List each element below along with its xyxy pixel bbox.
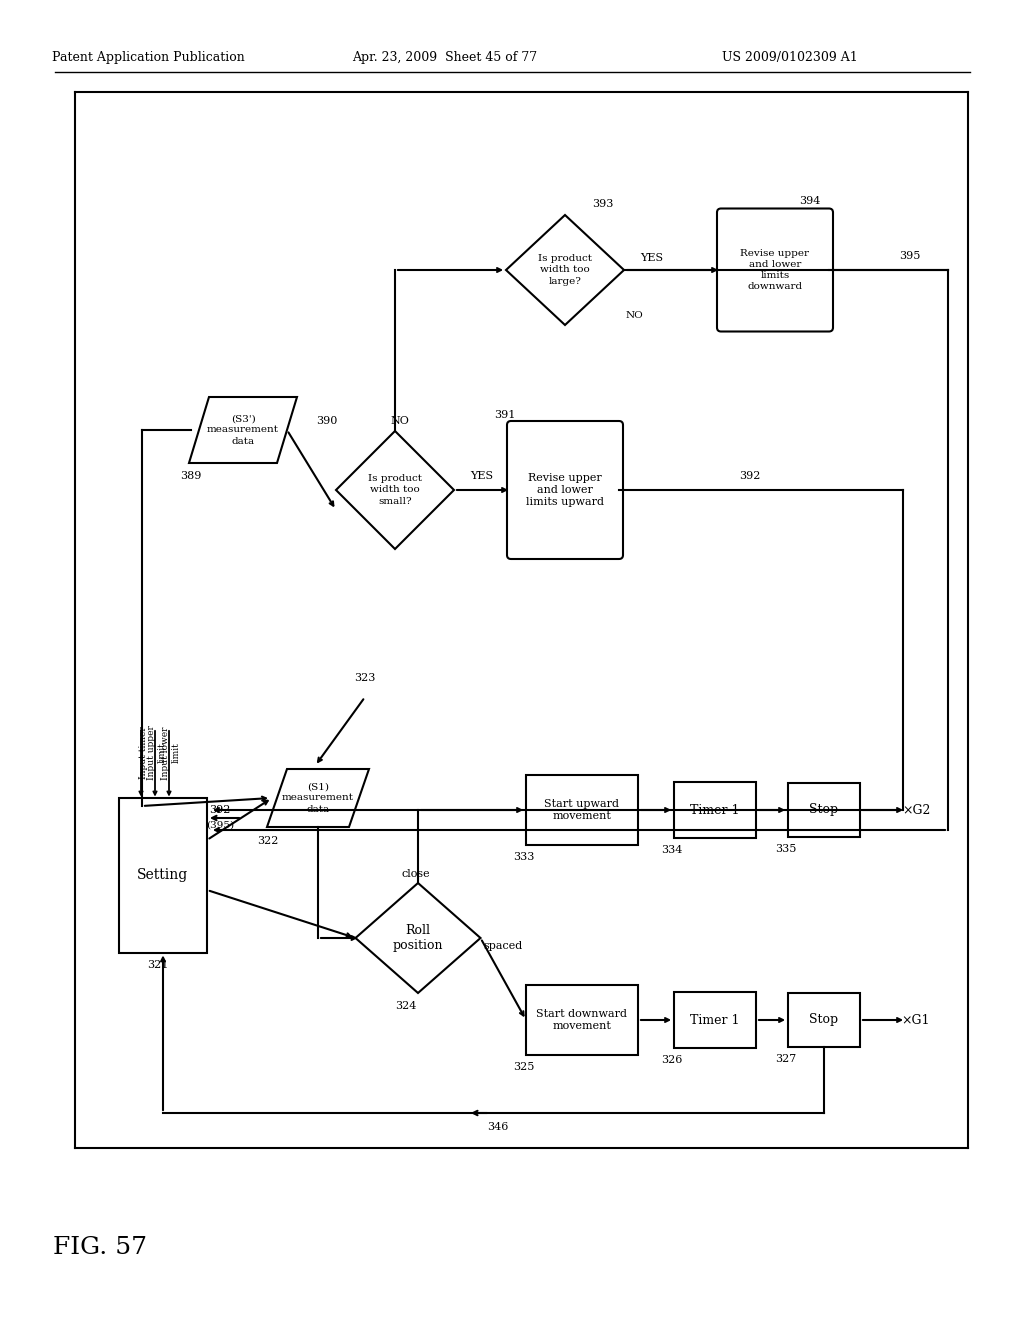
Text: NO: NO (625, 312, 643, 319)
Text: spaced: spaced (483, 941, 522, 950)
Bar (788, 783, 860, 837)
FancyBboxPatch shape (717, 209, 833, 331)
Text: 395: 395 (899, 251, 921, 261)
Polygon shape (506, 215, 624, 325)
Text: YES: YES (640, 253, 664, 263)
Bar (788, 993, 860, 1047)
Text: Input timer: Input timer (138, 726, 147, 779)
Text: 335: 335 (775, 843, 797, 854)
Text: Is product
width too
large?: Is product width too large? (538, 255, 592, 285)
Text: FIG. 57: FIG. 57 (53, 1237, 147, 1259)
Text: Start downward
movement: Start downward movement (537, 1008, 628, 1031)
Text: 325: 325 (513, 1063, 535, 1072)
Text: Apr. 23, 2009  Sheet 45 of 77: Apr. 23, 2009 Sheet 45 of 77 (352, 50, 538, 63)
Text: 322: 322 (257, 836, 279, 846)
Text: 321: 321 (147, 961, 169, 970)
Text: 391: 391 (495, 411, 516, 420)
Text: 334: 334 (662, 845, 683, 855)
Text: (S3')
measurement
data: (S3') measurement data (207, 414, 279, 446)
Text: Is product
width too
small?: Is product width too small? (368, 474, 422, 506)
Text: 394: 394 (800, 197, 820, 206)
Text: 389: 389 (180, 471, 202, 480)
Text: YES: YES (470, 471, 494, 480)
Text: 326: 326 (662, 1055, 683, 1065)
Polygon shape (336, 432, 454, 549)
Text: Input lower
limit: Input lower limit (162, 726, 180, 780)
Text: Roll
position: Roll position (393, 924, 443, 953)
Text: Setting: Setting (137, 869, 188, 882)
Text: 324: 324 (395, 1001, 417, 1011)
Text: Revise upper
and lower
limits
downward: Revise upper and lower limits downward (740, 249, 810, 292)
Text: Timer 1: Timer 1 (690, 804, 739, 817)
Text: ×G1: ×G1 (902, 1014, 930, 1027)
Text: ×G2: ×G2 (902, 804, 930, 817)
Text: 392: 392 (739, 471, 761, 480)
Bar (674, 781, 756, 838)
Polygon shape (355, 883, 480, 993)
Text: Input upper
limit: Input upper limit (147, 726, 167, 780)
Text: Stop: Stop (809, 1014, 839, 1027)
Text: close: close (401, 869, 430, 879)
Text: Timer 1: Timer 1 (690, 1014, 739, 1027)
Text: 392: 392 (209, 805, 230, 814)
Text: 333: 333 (513, 851, 535, 862)
Text: Start upward
movement: Start upward movement (545, 799, 620, 821)
Text: Stop: Stop (809, 804, 839, 817)
Text: 390: 390 (316, 416, 338, 426)
Text: 393: 393 (592, 199, 613, 209)
Text: 346: 346 (487, 1122, 509, 1133)
Polygon shape (267, 770, 369, 828)
Bar (526, 985, 638, 1055)
Text: (S1)
measurement
data: (S1) measurement data (282, 783, 354, 813)
Text: 327: 327 (775, 1053, 797, 1064)
Text: US 2009/0102309 A1: US 2009/0102309 A1 (722, 50, 858, 63)
Polygon shape (189, 397, 297, 463)
Text: Patent Application Publication: Patent Application Publication (51, 50, 245, 63)
Bar (526, 775, 638, 845)
Text: (395): (395) (206, 821, 234, 829)
Bar (674, 993, 756, 1048)
FancyBboxPatch shape (507, 421, 623, 558)
Text: NO: NO (390, 416, 410, 426)
Text: 323: 323 (354, 673, 376, 682)
Bar (119, 797, 207, 953)
Text: Revise upper
and lower
limits upward: Revise upper and lower limits upward (526, 473, 604, 507)
